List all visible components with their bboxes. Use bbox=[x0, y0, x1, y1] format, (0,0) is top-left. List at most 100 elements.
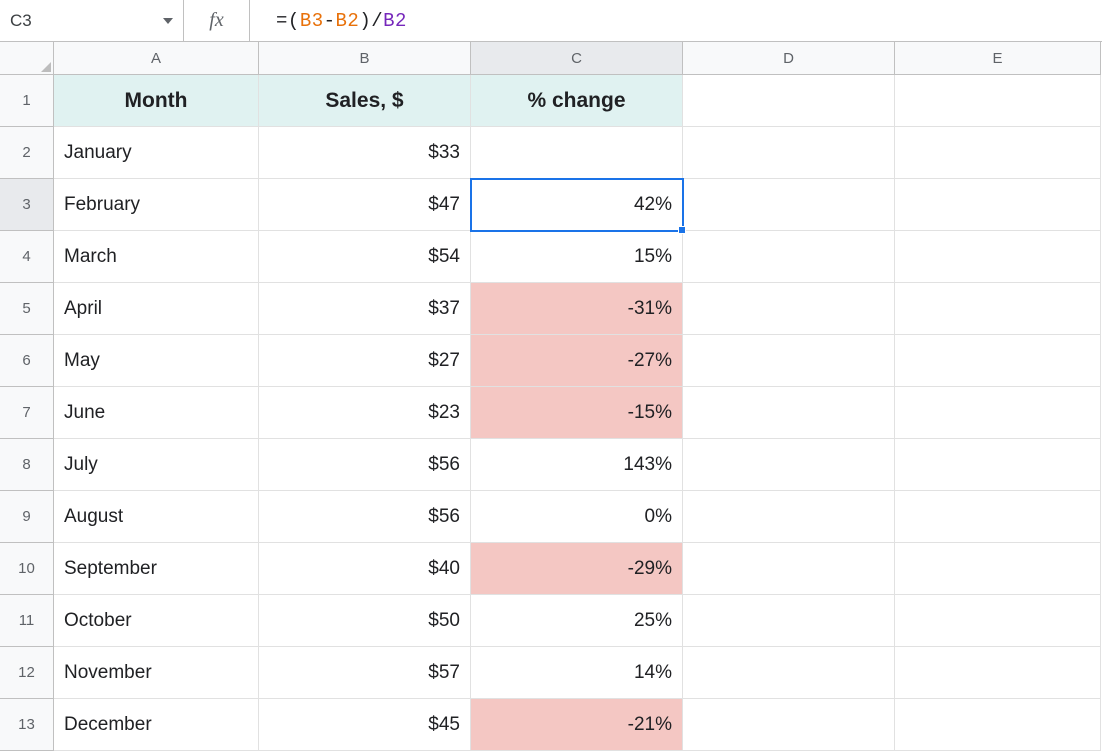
cell-E4[interactable] bbox=[895, 231, 1101, 283]
cell-E9[interactable] bbox=[895, 491, 1101, 543]
cell-B13[interactable]: $45 bbox=[259, 699, 471, 751]
row-header[interactable]: 9 bbox=[0, 491, 54, 543]
cell-B9[interactable]: $56 bbox=[259, 491, 471, 543]
cell-C1[interactable]: % change bbox=[471, 75, 683, 127]
row-header[interactable]: 8 bbox=[0, 439, 54, 491]
cell-B11[interactable]: $50 bbox=[259, 595, 471, 647]
formula-token: - bbox=[324, 10, 336, 32]
cell-E6[interactable] bbox=[895, 335, 1101, 387]
cell-B6[interactable]: $27 bbox=[259, 335, 471, 387]
column-A: A Month January February March April May… bbox=[54, 42, 259, 751]
cell-C13[interactable]: -21% bbox=[471, 699, 683, 751]
row-header[interactable]: 10 bbox=[0, 543, 54, 595]
cell-C12[interactable]: 14% bbox=[471, 647, 683, 699]
cell-E11[interactable] bbox=[895, 595, 1101, 647]
cell-D1[interactable] bbox=[683, 75, 895, 127]
column-header[interactable]: C bbox=[471, 42, 683, 75]
fx-label: fx bbox=[184, 0, 250, 41]
columns-container: A Month January February March April May… bbox=[54, 42, 1102, 751]
cell-D9[interactable] bbox=[683, 491, 895, 543]
cell-B5[interactable]: $37 bbox=[259, 283, 471, 335]
row-number-gutter: 1 2 3 4 5 6 7 8 9 10 11 12 13 bbox=[0, 42, 54, 751]
row-header[interactable]: 13 bbox=[0, 699, 54, 751]
cell-D10[interactable] bbox=[683, 543, 895, 595]
row-header[interactable]: 4 bbox=[0, 231, 54, 283]
column-C: C % change 42% 15% -31% -27% -15% 143% 0… bbox=[471, 42, 683, 751]
cell-A3[interactable]: February bbox=[54, 179, 259, 231]
column-header[interactable]: E bbox=[895, 42, 1101, 75]
cell-D11[interactable] bbox=[683, 595, 895, 647]
row-header[interactable]: 6 bbox=[0, 335, 54, 387]
name-box[interactable]: C3 bbox=[0, 0, 89, 41]
column-header[interactable]: A bbox=[54, 42, 259, 75]
cell-A4[interactable]: March bbox=[54, 231, 259, 283]
cell-C3[interactable]: 42% bbox=[471, 179, 683, 231]
cell-C4[interactable]: 15% bbox=[471, 231, 683, 283]
row-header[interactable]: 2 bbox=[0, 127, 54, 179]
cell-D8[interactable] bbox=[683, 439, 895, 491]
cell-A10[interactable]: September bbox=[54, 543, 259, 595]
cell-D12[interactable] bbox=[683, 647, 895, 699]
formula-input[interactable]: =(B3-B2)/B2 bbox=[250, 0, 1102, 41]
sheet-grid: 1 2 3 4 5 6 7 8 9 10 11 12 13 A Month Ja… bbox=[0, 42, 1102, 751]
cell-C11[interactable]: 25% bbox=[471, 595, 683, 647]
cell-E1[interactable] bbox=[895, 75, 1101, 127]
row-header[interactable]: 1 bbox=[0, 75, 54, 127]
cell-A1[interactable]: Month bbox=[54, 75, 259, 127]
formula-token: B3 bbox=[300, 10, 324, 32]
cell-E8[interactable] bbox=[895, 439, 1101, 491]
cell-C7[interactable]: -15% bbox=[471, 387, 683, 439]
row-header[interactable]: 7 bbox=[0, 387, 54, 439]
cell-B3[interactable]: $47 bbox=[259, 179, 471, 231]
cell-B8[interactable]: $56 bbox=[259, 439, 471, 491]
cell-D7[interactable] bbox=[683, 387, 895, 439]
formula-token: / bbox=[371, 10, 383, 32]
row-header[interactable]: 12 bbox=[0, 647, 54, 699]
cell-E5[interactable] bbox=[895, 283, 1101, 335]
cell-B7[interactable]: $23 bbox=[259, 387, 471, 439]
cell-A13[interactable]: December bbox=[54, 699, 259, 751]
cell-E7[interactable] bbox=[895, 387, 1101, 439]
column-B: B Sales, $ $33 $47 $54 $37 $27 $23 $56 $… bbox=[259, 42, 471, 751]
column-header[interactable]: B bbox=[259, 42, 471, 75]
cell-E10[interactable] bbox=[895, 543, 1101, 595]
cell-C2[interactable] bbox=[471, 127, 683, 179]
cell-A8[interactable]: July bbox=[54, 439, 259, 491]
cell-D13[interactable] bbox=[683, 699, 895, 751]
cell-B4[interactable]: $54 bbox=[259, 231, 471, 283]
row-header[interactable]: 3 bbox=[0, 179, 54, 231]
cell-A5[interactable]: April bbox=[54, 283, 259, 335]
cell-C8[interactable]: 143% bbox=[471, 439, 683, 491]
row-header[interactable]: 11 bbox=[0, 595, 54, 647]
selection-fill-handle[interactable] bbox=[678, 226, 686, 234]
cell-B12[interactable]: $57 bbox=[259, 647, 471, 699]
cell-B10[interactable]: $40 bbox=[259, 543, 471, 595]
cell-C9[interactable]: 0% bbox=[471, 491, 683, 543]
formula-bar: C3 fx =(B3-B2)/B2 bbox=[0, 0, 1102, 42]
cell-D6[interactable] bbox=[683, 335, 895, 387]
cell-A6[interactable]: May bbox=[54, 335, 259, 387]
name-box-dropdown[interactable] bbox=[89, 0, 184, 41]
row-header[interactable]: 5 bbox=[0, 283, 54, 335]
cell-D2[interactable] bbox=[683, 127, 895, 179]
cell-E3[interactable] bbox=[895, 179, 1101, 231]
cell-value: 42% bbox=[634, 194, 672, 216]
cell-A7[interactable]: June bbox=[54, 387, 259, 439]
cell-E13[interactable] bbox=[895, 699, 1101, 751]
cell-A9[interactable]: August bbox=[54, 491, 259, 543]
cell-C10[interactable]: -29% bbox=[471, 543, 683, 595]
select-all-corner[interactable] bbox=[0, 42, 54, 75]
cell-A11[interactable]: October bbox=[54, 595, 259, 647]
cell-C6[interactable]: -27% bbox=[471, 335, 683, 387]
cell-C5[interactable]: -31% bbox=[471, 283, 683, 335]
column-header[interactable]: D bbox=[683, 42, 895, 75]
cell-E12[interactable] bbox=[895, 647, 1101, 699]
cell-D5[interactable] bbox=[683, 283, 895, 335]
cell-A12[interactable]: November bbox=[54, 647, 259, 699]
cell-B1[interactable]: Sales, $ bbox=[259, 75, 471, 127]
cell-A2[interactable]: January bbox=[54, 127, 259, 179]
cell-E2[interactable] bbox=[895, 127, 1101, 179]
cell-D3[interactable] bbox=[683, 179, 895, 231]
cell-B2[interactable]: $33 bbox=[259, 127, 471, 179]
cell-D4[interactable] bbox=[683, 231, 895, 283]
